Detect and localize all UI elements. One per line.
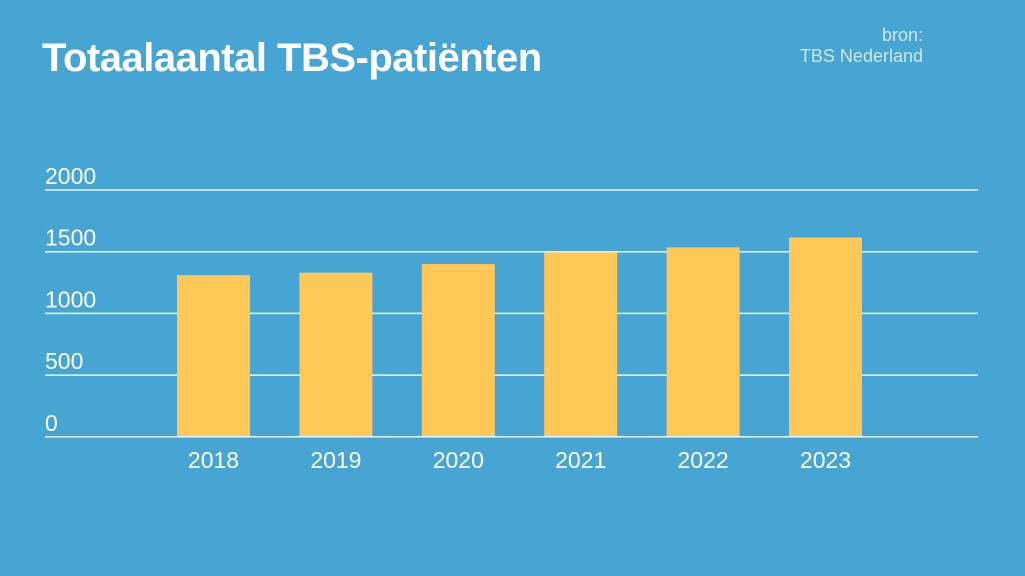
bar-2019 <box>299 272 373 437</box>
y-tick-label: 1000 <box>45 286 96 312</box>
x-tick-label: 2018 <box>188 447 239 473</box>
y-tick-label: 2000 <box>45 163 96 189</box>
bar-2022 <box>666 247 740 437</box>
x-tick-label: 2019 <box>310 447 361 473</box>
x-tick-label: 2023 <box>800 447 851 473</box>
y-tick-label: 500 <box>45 348 83 374</box>
x-tick-label: 2022 <box>678 447 729 473</box>
chart-title: Totaalaantal TBS-patiënten <box>42 36 542 80</box>
bar-2021 <box>544 252 618 437</box>
y-tick-label: 1500 <box>45 225 96 251</box>
bar-2018 <box>177 275 250 437</box>
x-tick-label: 2020 <box>433 447 484 473</box>
source-label: bron: <box>881 25 923 45</box>
bar-2020 <box>421 264 495 437</box>
source-note: bron: TBS Nederland <box>800 25 923 67</box>
bar-2023 <box>789 237 862 437</box>
source-name: TBS Nederland <box>799 46 923 66</box>
x-tick-label: 2021 <box>555 447 606 473</box>
y-tick-label: 0 <box>45 410 58 436</box>
